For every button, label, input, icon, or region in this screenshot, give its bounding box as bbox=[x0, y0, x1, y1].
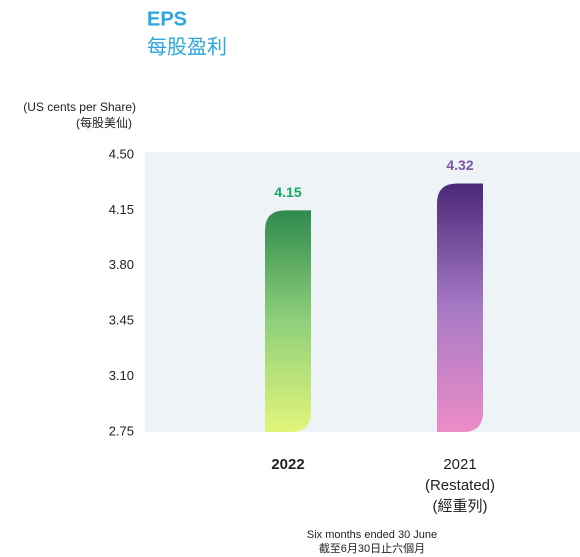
x-axis-label: 截至6月30日止六個月 bbox=[319, 541, 425, 555]
chart-subtitle: 每股盈利 bbox=[147, 35, 227, 58]
x-tick-label: 2021 bbox=[443, 456, 476, 473]
chart-title: EPS bbox=[147, 8, 187, 30]
y-axis-label: (US cents per Share) bbox=[23, 100, 136, 114]
y-tick-label: 3.10 bbox=[109, 368, 134, 383]
y-tick-label: 3.45 bbox=[109, 313, 134, 328]
x-axis-label: Six months ended 30 June bbox=[307, 529, 437, 541]
y-tick-label: 4.15 bbox=[109, 202, 134, 217]
bar bbox=[437, 183, 483, 432]
y-axis-label: (每股美仙) bbox=[76, 115, 132, 130]
y-tick-label: 4.50 bbox=[109, 146, 134, 161]
x-tick-note: (Restated) bbox=[425, 477, 495, 494]
x-tick-label: 2022 bbox=[271, 456, 304, 473]
value-label: 4.15 bbox=[274, 184, 301, 200]
y-tick-label: 3.80 bbox=[109, 257, 134, 272]
x-tick-note: (經重列) bbox=[433, 498, 488, 515]
plot-background bbox=[145, 152, 580, 432]
bar bbox=[265, 210, 311, 432]
value-label: 4.32 bbox=[446, 157, 473, 173]
y-tick-label: 2.75 bbox=[109, 423, 134, 438]
